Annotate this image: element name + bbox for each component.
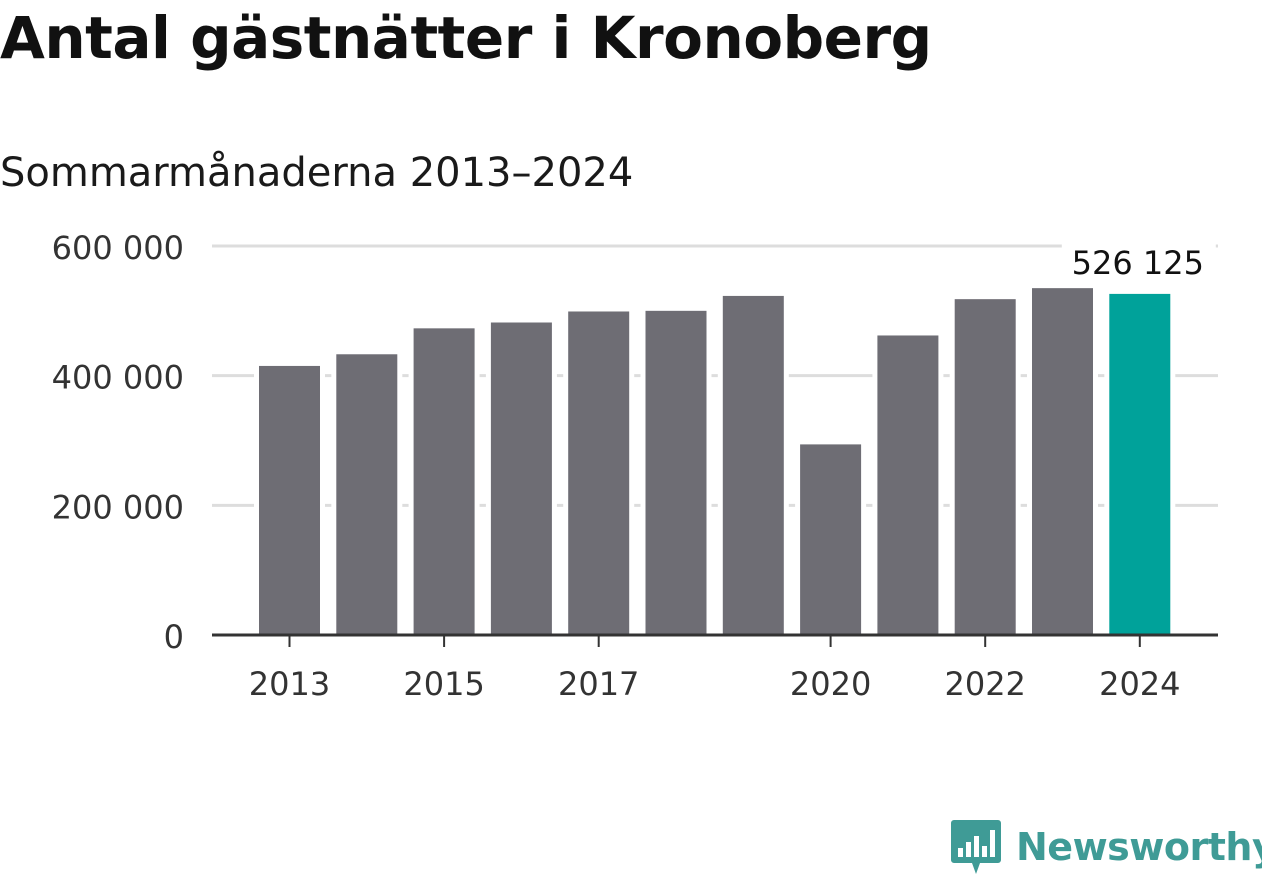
y-tick-label: 0 [164, 618, 184, 656]
bar-2018 [645, 310, 707, 635]
x-tick-label: 2013 [249, 665, 330, 703]
brand-name: Newsworthy [1016, 825, 1262, 869]
x-tick-label: 2017 [558, 665, 639, 703]
brand: Newsworthy [950, 818, 1262, 876]
y-tick-label: 600 000 [52, 229, 184, 267]
bar-2014 [336, 354, 398, 635]
x-tick-label: 2022 [944, 665, 1025, 703]
newsworthy-logo-icon [951, 820, 1001, 874]
chart-subtitle: Sommarmånaderna 2013–2024 [0, 150, 634, 196]
data-label-bg [1061, 239, 1216, 280]
bar-2013 [259, 365, 320, 635]
y-tick-label: 400 000 [52, 359, 184, 397]
data-label: 526 125 [1072, 244, 1204, 282]
bar-2019 [722, 295, 784, 635]
bar-2017 [568, 311, 630, 635]
bar-2023 [1032, 288, 1093, 635]
bar-2016 [490, 322, 552, 635]
x-tick-label: 2020 [790, 665, 871, 703]
x-tick-label: 2024 [1099, 665, 1180, 703]
bar-2024 [1109, 293, 1171, 635]
bar-2021 [877, 335, 939, 635]
y-tick-label: 200 000 [52, 488, 184, 526]
bar-2020 [800, 444, 862, 635]
bar-2022 [954, 299, 1016, 635]
bar-2015 [413, 328, 475, 635]
x-tick-label: 2015 [403, 665, 484, 703]
chart-title: Antal gästnätter i Kronoberg [0, 4, 932, 72]
